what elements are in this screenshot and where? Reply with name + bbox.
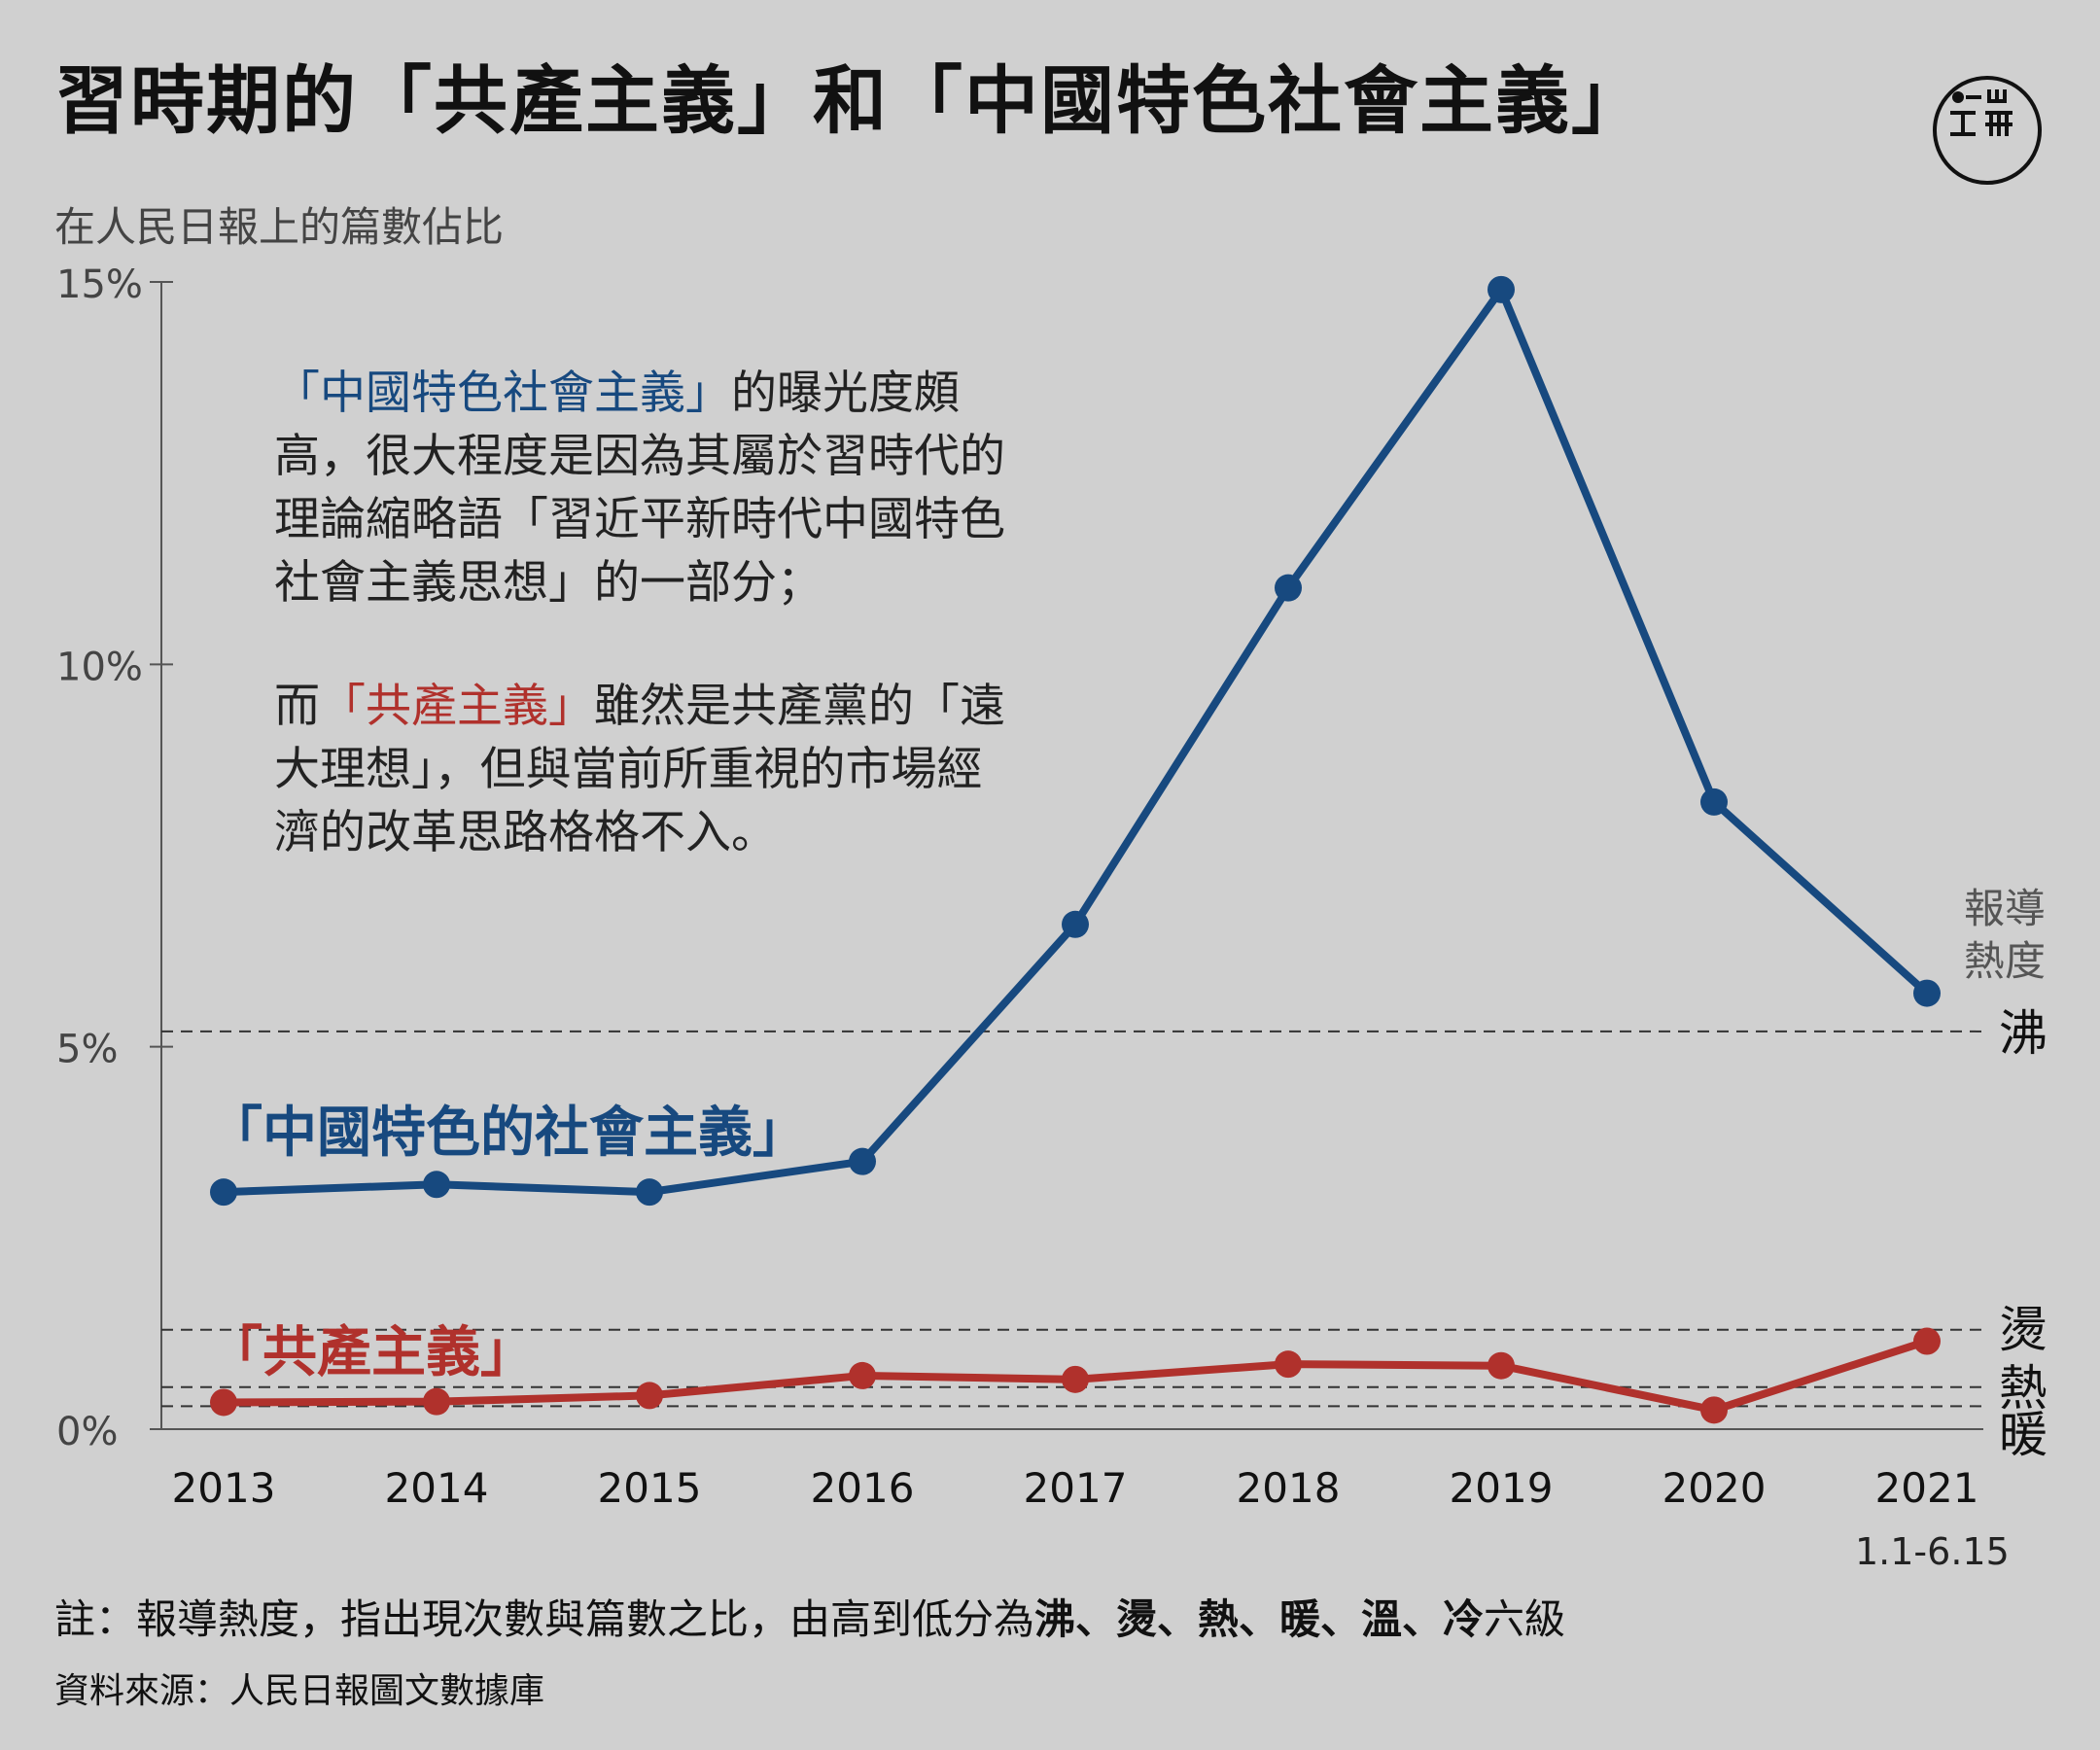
x-tick-label: 2016 [811, 1464, 915, 1512]
data-point [1700, 1396, 1728, 1424]
x-tick-label: 2019 [1450, 1464, 1554, 1512]
data-point [1275, 574, 1302, 602]
series-label-socialism: 「中國特色的社會主義」 [208, 1102, 807, 1165]
heat-level-title: 報導熱度 [1964, 885, 2047, 985]
heat-level-label: 熱 [1999, 1360, 2048, 1417]
data-point [1700, 788, 1728, 816]
x-tick-label: 2013 [172, 1464, 276, 1512]
data-point [423, 1387, 450, 1416]
data-point [636, 1178, 663, 1207]
annotation-paragraph-1: 「中國特色社會主義」的曝光度頗高，很大程度是因為其屬於習時代的理論縮略語「習近平… [274, 362, 1013, 614]
footnote-text: 註：報導熱度，指出現次數與篇數之比，由高到低分為 [54, 1595, 1035, 1643]
data-point [1488, 275, 1515, 303]
heat-level-label: 沸 [1999, 1004, 2048, 1062]
footnote-levels: 沸、燙、熱、暖、溫、冷 [1034, 1595, 1485, 1643]
data-point [1062, 1365, 1089, 1393]
data-point [1913, 979, 1941, 1007]
source-note: 資料來源：人民日報圖文數據庫 [54, 1671, 545, 1711]
heat-level-label: 燙 [1999, 1302, 2048, 1358]
heat-level-label: 暖 [1999, 1407, 2048, 1463]
x-axis: 2013 2014 2015 2016 2017 2018 2019 2020 2021 [161, 1428, 1983, 1512]
x-tick-label: 2015 [598, 1464, 702, 1512]
data-point [1062, 910, 1089, 938]
y-tick-label: 5% [56, 1028, 118, 1072]
annotation-text: 雖然是共產黨的「遠大理想」，但與當前所重視的市場經濟的改革思路格格不入。 [274, 680, 1005, 859]
y-axis: 0% 5% 10% 15% [56, 262, 173, 1454]
data-point [849, 1147, 876, 1175]
x-tick-label: 2014 [385, 1464, 489, 1512]
data-point [1488, 1351, 1515, 1380]
data-point [1275, 1350, 1302, 1379]
x-tick-label: 2018 [1237, 1464, 1341, 1512]
series-group [210, 275, 1941, 1424]
initium-logo-icon [1933, 76, 2042, 185]
footnote: 註：報導熱度，指出現次數與篇數之比，由高到低分為沸、燙、熱、暖、溫、冷六級 [54, 1587, 1565, 1646]
data-point [636, 1382, 663, 1410]
data-point [1913, 1327, 1941, 1355]
annotation-highlight-socialism: 「中國特色社會主義」 [274, 367, 731, 420]
x-tick-label: 2020 [1662, 1464, 1767, 1512]
chart-annotation: 「中國特色社會主義」的曝光度頗高，很大程度是因為其屬於習時代的理論縮略語「習近平… [274, 362, 1013, 864]
series-label-communism: 「共產主義」 [208, 1321, 535, 1384]
page-title: 習時期的「共產主義」和「中國特色社會主義」 [54, 57, 1647, 144]
annotation-text: 高，很大程度是因為其屬於習時代的理論縮略語「習近平新時代中國特色社會主義思想」的… [274, 430, 1005, 610]
annotation-highlight-communism: 「共產主義」 [320, 680, 594, 733]
x-tick-label: 2017 [1024, 1464, 1128, 1512]
annotation-text: 的曝光度頗 [731, 367, 960, 420]
y-tick-label: 10% [56, 645, 143, 689]
data-point [849, 1361, 876, 1389]
y-tick-label: 0% [56, 1410, 118, 1454]
annotation-paragraph-2: 而「共產主義」雖然是共產黨的「遠大理想」，但與當前所重視的市場經濟的改革思路格格… [274, 675, 1013, 864]
x-tick-sublabel: 1.1-6.15 [1855, 1530, 2010, 1573]
annotation-text: 而 [274, 680, 320, 733]
data-point [210, 1178, 237, 1207]
x-tick-label: 2021 [1875, 1464, 1979, 1512]
footnote-text: 六級 [1484, 1595, 1566, 1643]
chart-subtitle: 在人民日報上的篇數佔比 [54, 203, 505, 251]
data-point [210, 1388, 237, 1417]
data-point [423, 1171, 450, 1199]
y-tick-label: 15% [56, 262, 143, 307]
